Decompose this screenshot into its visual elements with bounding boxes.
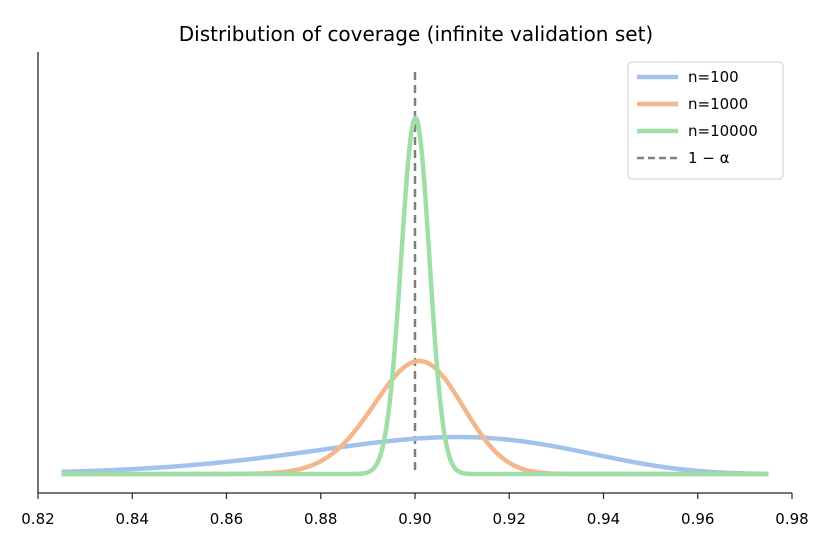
x-tick-label: 0.96	[681, 510, 714, 528]
series-line-n-10000	[60, 115, 770, 477]
x-tick-label: 0.92	[493, 510, 526, 528]
x-tick-label: 0.86	[210, 510, 243, 528]
x-tick-label: 0.98	[775, 510, 808, 528]
axes: 0.82 0.84 0.86 0.88 0.90 0.92 0.94 0.96 0.98	[21, 52, 809, 528]
x-tick-label: 0.94	[587, 510, 620, 528]
legend-label: n=100	[688, 68, 739, 86]
plot-area	[60, 72, 770, 477]
x-tick-label: 0.90	[398, 510, 431, 528]
chart-title: Distribution of coverage (infinite valid…	[179, 22, 653, 46]
series-line-n-100	[60, 434, 770, 477]
x-tick-label: 0.88	[304, 510, 337, 528]
x-tick-label: 0.82	[21, 510, 54, 528]
legend-label: n=1000	[688, 95, 748, 113]
legend: n=100 n=1000 n=10000 1 − α	[627, 61, 784, 180]
x-tick-label: 0.84	[116, 510, 149, 528]
legend-label: n=10000	[688, 122, 758, 140]
legend-label: 1 − α	[688, 149, 730, 167]
legend-box	[627, 61, 784, 180]
